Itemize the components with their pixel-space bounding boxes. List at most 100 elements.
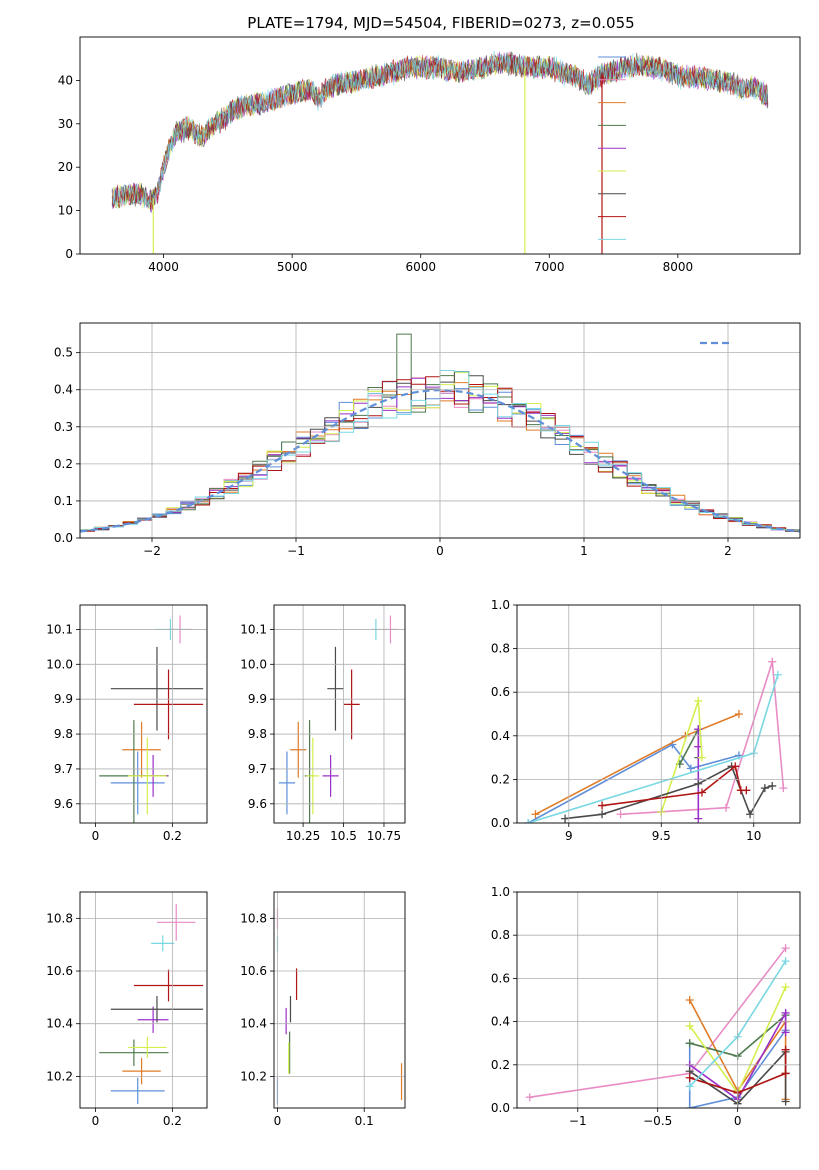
weight-marker [781,957,790,966]
axes-frame [273,604,406,824]
x-tick-label: 4000 [148,260,179,274]
x-tick-label: 9 [565,829,573,843]
y-tick-label: 0.4 [491,1015,510,1029]
weight-line [527,743,740,823]
y-tick-label: 0.8 [491,642,510,656]
weight-marker [685,1104,694,1108]
figure-title: PLATE=1794, MJD=54504, FIBERID=0273, z=0… [247,14,634,32]
y-tick-label: 0.6 [491,971,510,985]
weight-marker [685,1021,694,1030]
x-tick-label: −0.5 [643,1114,672,1128]
weight-line [689,1009,787,1101]
weight-marker [722,803,731,812]
weight-marker [781,1045,790,1054]
plot-area [99,615,204,823]
plot-area [524,657,788,823]
legend [598,56,626,240]
y-tick-label: 9.6 [54,797,73,811]
x-tick-label: 5000 [277,260,308,274]
spectrum-line [111,50,768,209]
x-tick-label: 0.1 [355,1114,374,1128]
weight-marker [742,786,751,795]
weight-marker [598,810,607,819]
axes-frame [79,891,208,1109]
y-tick-label: 0.5 [54,346,73,360]
y-tick-label: 10.6 [240,964,267,978]
weight-marker [781,944,790,953]
weight-marker [773,670,782,679]
y-tick-label: 30 [58,117,73,131]
y-tick-label: 9.6 [248,797,267,811]
weight-marker [768,657,777,666]
mass-vs-ebv-panel: 0 0.1 10.2 10.4 10.6 10.8 [240,891,406,1128]
weight-marker [746,810,755,819]
x-tick-label: −2 [143,544,161,558]
spectrum-panel: 4000 5000 6000 7000 8000 0 10 20 30 40 [58,36,801,274]
weight-marker [686,764,695,773]
axes-frame [273,891,406,1109]
y-tick-label: 40 [58,73,73,87]
x-tick-label: 0 [274,1114,282,1128]
weight-marker [685,1082,694,1091]
weight-marker [694,779,703,788]
y-tick-label: 9.9 [54,692,73,706]
age-vs-mass-panel: 10.25 10.5 10.75 9.6 9.7 9.8 9.9 10.0 10.1 [240,604,406,843]
weight-marker [781,1008,790,1017]
x-tick-label: 10.5 [330,829,357,843]
axes-frame [516,604,801,824]
y-tick-label: 9.7 [248,762,267,776]
y-tick-label: 0.2 [54,457,73,471]
weight-marker [781,1028,790,1037]
weight-marker [731,762,740,771]
y-tick-label: 0.4 [491,729,510,743]
x-tick-label: 8000 [663,260,694,274]
y-tick-label: 0.0 [54,531,73,545]
y-tick-label: 0.3 [54,420,73,434]
plot-area [276,907,403,1105]
y-tick-label: 10.4 [46,1017,73,1031]
x-tick-label: 2 [724,544,732,558]
y-tick-label: 20 [58,160,73,174]
x-tick-label: −1 [287,544,305,558]
x-tick-label: 10.25 [286,829,320,843]
weight-marker [598,801,607,810]
y-tick-label: 0.4 [54,383,73,397]
y-tick-label: 10.8 [46,911,73,925]
massweight-vs-metallicity-panel: −1 −0.5 0 0.0 0.2 0.4 0.6 0.8 1.0 [491,885,801,1128]
x-tick-label: 10 [746,829,761,843]
y-tick-label: 0.0 [491,1101,510,1115]
x-tick-label: 7000 [534,260,565,274]
y-tick-label: 0.0 [491,816,510,830]
y-tick-label: 0.6 [491,685,510,699]
x-tick-label: 0.2 [163,829,182,843]
y-tick-label: 10.2 [240,1069,267,1083]
axes-frame [79,322,801,539]
weight-marker [694,814,703,823]
massweight-vs-age-panel: 9 9.5 10 0.0 0.2 0.4 0.6 0.8 1.0 [491,598,801,843]
weight-marker [694,696,703,705]
weight-marker [781,983,790,992]
weight-marker [525,1093,534,1102]
spectrum-line [111,53,769,211]
plot-area [99,903,204,1105]
weight-marker [781,1097,790,1106]
x-tick-label: 0 [92,829,100,843]
y-tick-label: 10.6 [46,964,73,978]
x-tick-label: 10.75 [367,829,401,843]
weight-marker [734,710,743,718]
x-tick-label: 0 [734,1114,742,1128]
x-tick-label: 0 [92,1114,100,1128]
y-tick-label: 9.8 [54,727,73,741]
weight-marker [685,1073,694,1082]
x-tick-label: 9.5 [652,829,671,843]
x-tick-label: 0.2 [163,1114,182,1128]
y-tick-label: 0 [65,247,73,261]
weight-marker [760,784,769,793]
weight-marker [685,1039,694,1048]
y-tick-label: 10.4 [240,1017,267,1031]
weight-marker [524,819,533,823]
y-tick-label: 0.2 [491,1058,510,1072]
residuals-panel: −2 −1 0 1 2 0.0 0.1 0.2 0.3 0.4 0.5 [54,322,801,558]
y-tick-label: 10 [58,204,73,218]
